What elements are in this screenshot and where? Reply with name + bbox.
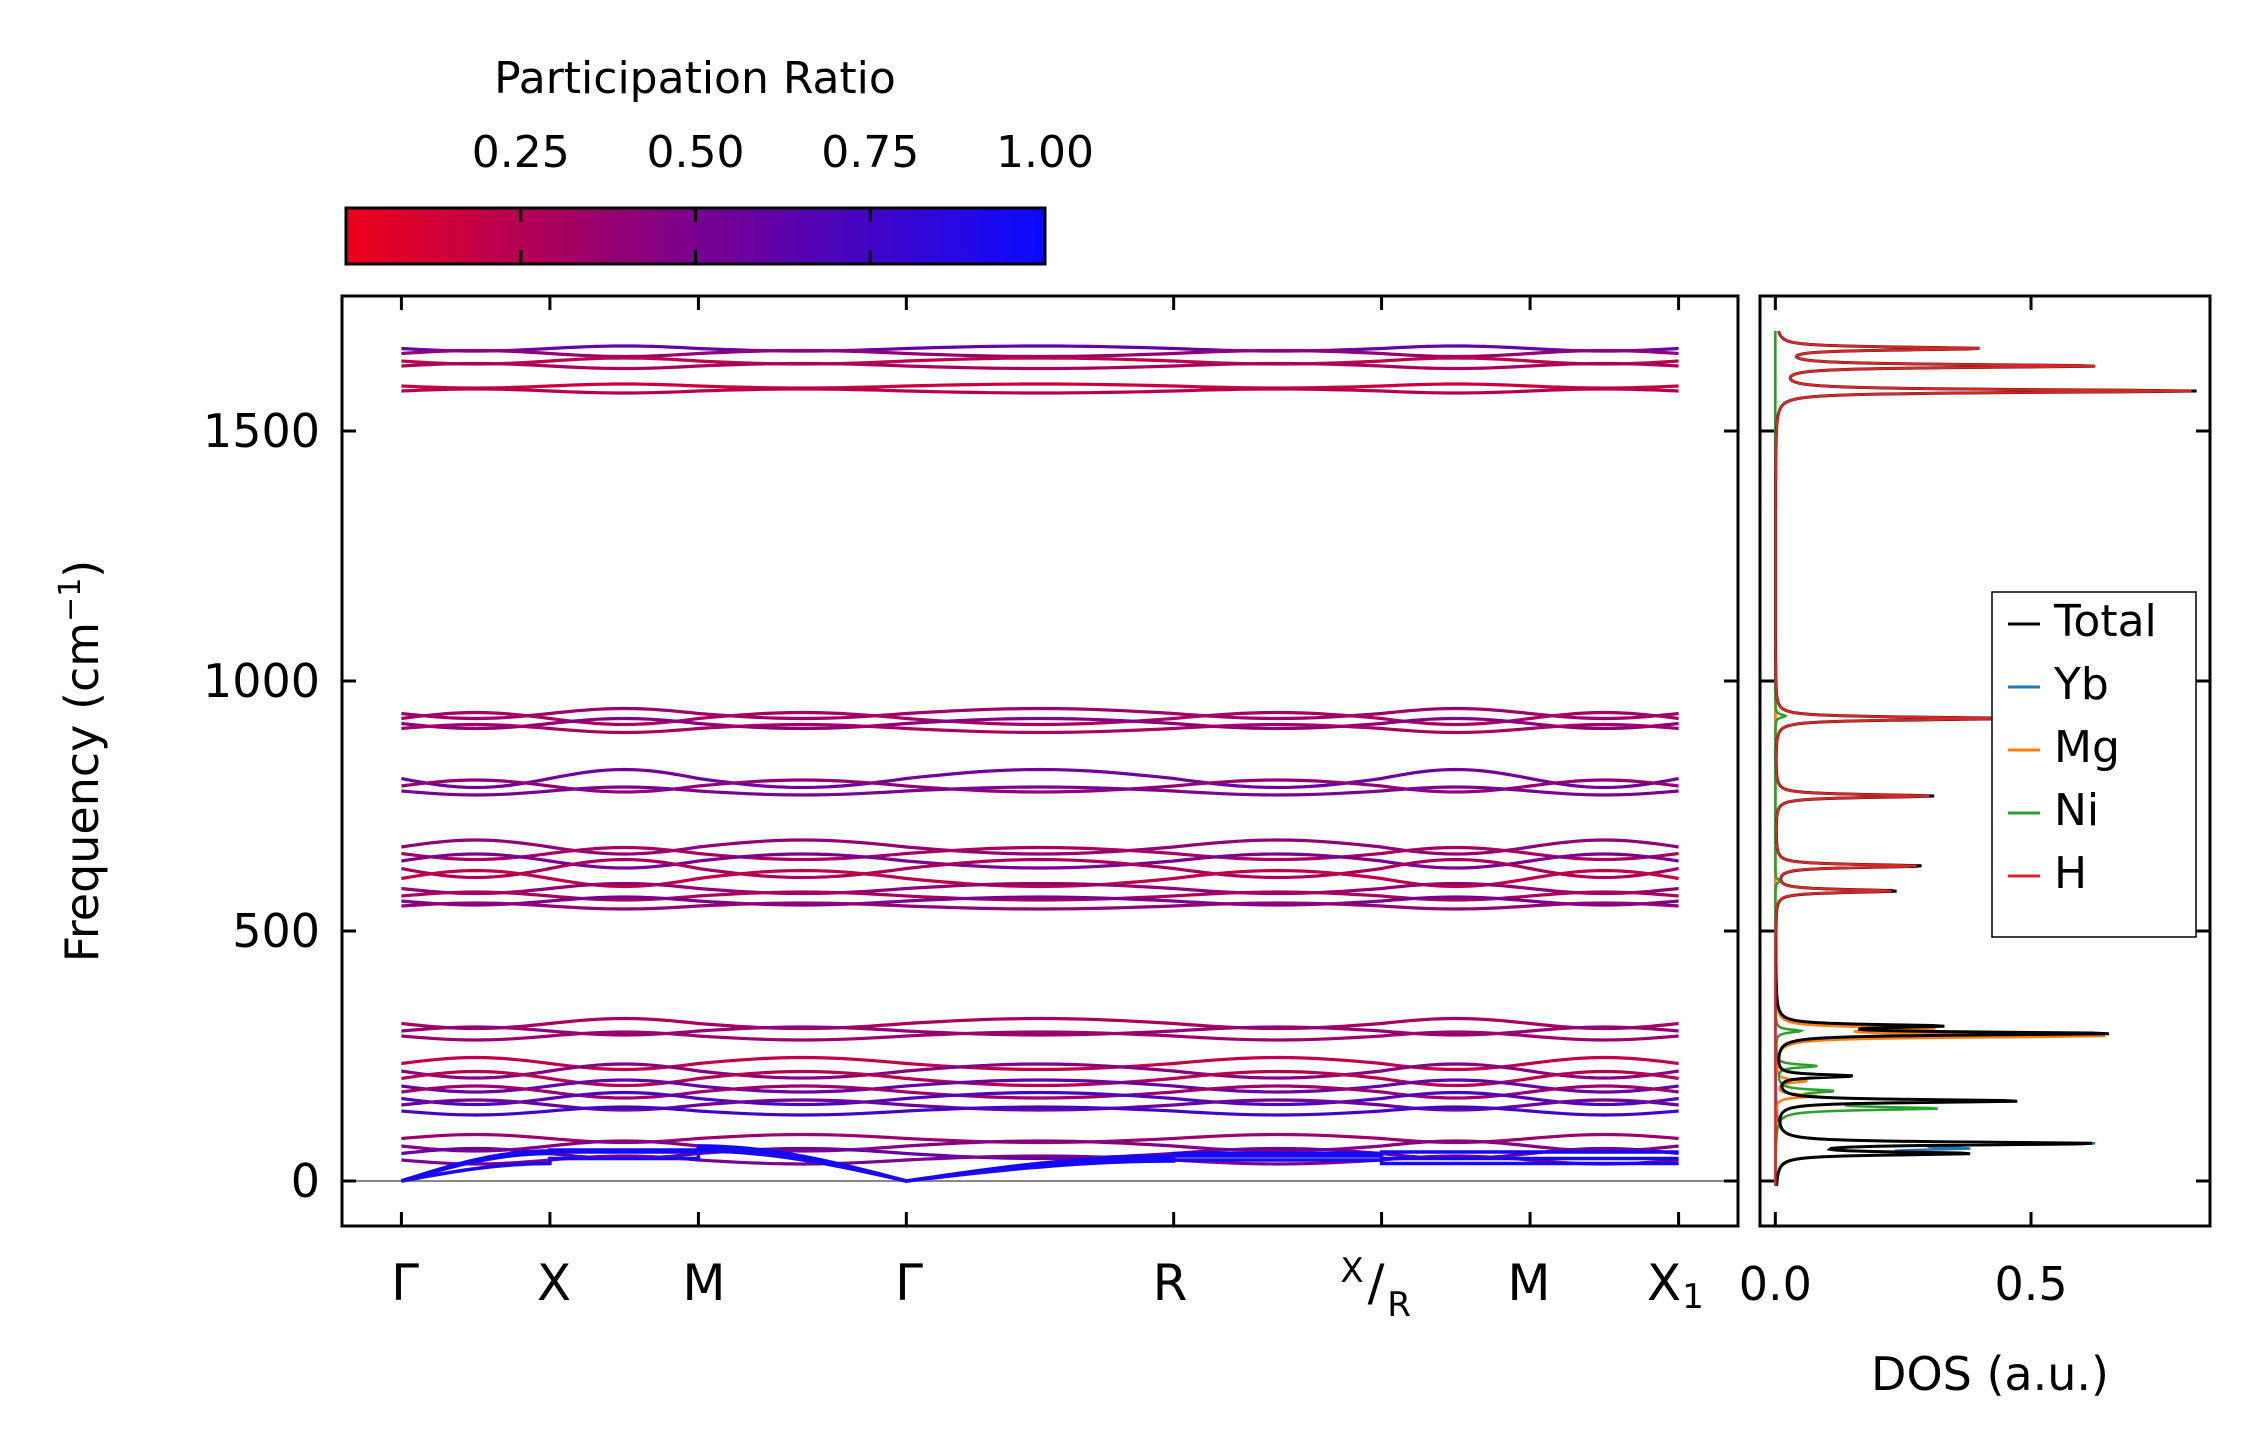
phonon-band xyxy=(401,901,1679,911)
acoustic-3-branch xyxy=(401,1149,1679,1183)
phonon-band xyxy=(401,868,1679,889)
dos-axes-frame xyxy=(1758,294,2212,1228)
dos-curve-h xyxy=(1774,330,2192,1186)
kpoint-label-gamma-2: Γ xyxy=(895,1254,923,1312)
colorbar-tick-label: 0.75 xyxy=(821,127,919,178)
colorbar-ticks: 0.25 0.50 0.75 1.00 xyxy=(472,127,1094,264)
dos-panel: 0.0 0.5 DOS (a.u.) Total Yb Mg Ni H xyxy=(1739,294,2212,1401)
k-point-labels: Γ X M Γ R X / R M X 1 xyxy=(391,1251,1704,1325)
band-axis-ticks: 0 500 1000 1500 xyxy=(203,296,1738,1226)
dos-axis-ticks: 0.0 0.5 xyxy=(1739,296,2210,1311)
colorbar-tick-label: 0.25 xyxy=(472,127,570,178)
phonon-band xyxy=(401,1090,1679,1107)
y-tick-label: 500 xyxy=(232,904,320,958)
phonon-band xyxy=(401,857,1679,880)
phonon-band xyxy=(401,895,1679,907)
y-tick-label: 1500 xyxy=(203,404,320,458)
phonon-band xyxy=(401,1105,1679,1117)
kpoint-label-x-over-r: X / R xyxy=(1340,1251,1410,1325)
dos-x-tick-label: 0.0 xyxy=(1739,1257,1812,1311)
phonon-band xyxy=(401,356,1679,366)
phonon-band xyxy=(401,716,1679,731)
phonon-bands xyxy=(400,344,1679,1183)
kpoint-label-x-over-r-slash: / xyxy=(1368,1254,1385,1312)
phonon-band xyxy=(401,361,1679,371)
phonon-band xyxy=(401,382,1679,390)
y-axis-label: Frequency (cm−1) xyxy=(53,560,109,963)
dos-x-tick-label: 0.5 xyxy=(1994,1257,2067,1311)
colorbar-tick-label: 0.50 xyxy=(647,127,745,178)
dos-legend: Total Yb Mg Ni H xyxy=(1991,591,2197,938)
phonon-band xyxy=(401,845,1679,862)
kpoint-label-x1-sub: 1 xyxy=(1682,1277,1704,1317)
kpoint-label-x1-main: X xyxy=(1647,1254,1681,1312)
kpoint-label-m-1: M xyxy=(682,1254,725,1312)
colorbar-title: Participation Ratio xyxy=(494,53,896,104)
phonon-band xyxy=(401,348,1679,359)
phonon-band xyxy=(401,1139,1679,1153)
band-structure-panel: 0 500 1000 1500 Frequency (cm−1) Γ X M Γ R … xyxy=(53,294,1740,1325)
kpoint-label-gamma-1: Γ xyxy=(391,1254,419,1312)
legend-label-h: H xyxy=(2054,848,2087,899)
dos-x-axis-label: DOS (a.u.) xyxy=(1871,1347,2109,1401)
phonon-band xyxy=(401,344,1679,353)
colorbar: Participation Ratio 0.25 0.50 0.75 1.00 xyxy=(344,53,1094,266)
legend-label-ni: Ni xyxy=(2054,785,2099,836)
phonon-band xyxy=(401,785,1679,797)
y-tick-label: 1000 xyxy=(203,654,320,708)
phonon-band xyxy=(401,706,1679,721)
dos-curve-ni xyxy=(1774,331,2016,1187)
phonon-band xyxy=(401,1062,1679,1080)
legend-label-yb: Yb xyxy=(2053,659,2109,710)
legend-frame xyxy=(1991,591,2197,938)
kpoint-label-x: X xyxy=(537,1254,571,1312)
phonon-band xyxy=(401,1030,1679,1042)
legend-label-mg: Mg xyxy=(2054,722,2120,773)
y-axis-label-text: Frequency (cm xyxy=(55,622,109,962)
kpoint-label-m-2: M xyxy=(1507,1254,1550,1312)
band-axes-frame xyxy=(340,294,1740,1228)
phonon-band xyxy=(401,881,1679,896)
dos-curves xyxy=(1774,330,2197,1187)
y-axis-label-exponent: −1 xyxy=(53,578,88,622)
colorbar-tick-label: 1.00 xyxy=(996,127,1094,178)
kpoint-label-r: R xyxy=(1153,1254,1188,1312)
kpoint-label-x-over-r-bottom: R xyxy=(1387,1285,1411,1325)
legend-label-total: Total xyxy=(2053,596,2157,647)
phonon-band xyxy=(401,722,1679,735)
y-tick-label: 0 xyxy=(291,1154,320,1208)
acoustic-2-branch xyxy=(400,1146,1679,1183)
y-axis-label-close: ) xyxy=(55,560,109,578)
phonon-band xyxy=(401,387,1679,395)
phonon-band xyxy=(401,1016,1679,1031)
phonon-band xyxy=(401,1146,1679,1161)
phonon-band xyxy=(401,767,1679,790)
kpoint-label-x-over-r-top: X xyxy=(1340,1251,1363,1291)
kpoint-label-x1: X 1 xyxy=(1647,1254,1704,1317)
phonon-band xyxy=(401,1078,1679,1094)
